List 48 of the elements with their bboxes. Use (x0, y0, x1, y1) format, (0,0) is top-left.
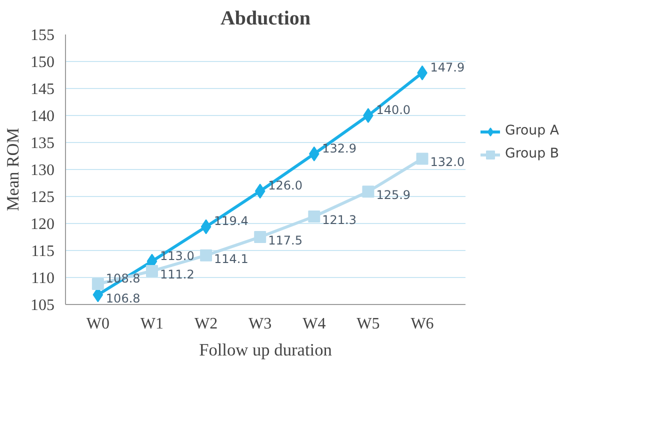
y-tick-label: 145 (30, 81, 54, 98)
y-axis-title: Mean ROM (4, 128, 22, 212)
point (200, 219, 212, 234)
data-label: 114.1 (214, 252, 248, 266)
x-axis-title: Follow up duration (199, 340, 332, 360)
x-tick-label: W5 (356, 316, 380, 332)
data-label: 126.0 (268, 178, 302, 193)
chart-title: Abduction (220, 8, 311, 30)
data-label: 113.0 (160, 248, 194, 263)
data-label: 147.9 (430, 60, 465, 74)
y-tick-label: 110 (31, 270, 54, 287)
data-label: 132.0 (430, 155, 465, 170)
data-label: 132.9 (322, 141, 357, 156)
point (92, 278, 104, 290)
data-label: 140.0 (376, 103, 411, 117)
data-label: 108.8 (106, 271, 140, 286)
x-tick-label: W2 (194, 316, 218, 332)
data-label: 121.3 (322, 212, 357, 227)
y-tick-label: 120 (30, 216, 54, 233)
y-tick-label: 125 (30, 189, 54, 206)
y-tick-label: 115 (31, 243, 54, 260)
point (308, 146, 320, 162)
point (308, 210, 320, 222)
data-label: 117.5 (268, 234, 302, 248)
y-tick-label: 130 (30, 162, 54, 179)
y-tick-label: 105 (30, 297, 54, 314)
data-label: 125.9 (376, 188, 411, 202)
legend-label: Group A (505, 124, 559, 138)
y-tick-label: 155 (30, 27, 54, 44)
x-tick-label: W1 (140, 316, 164, 332)
x-tick-label: W0 (86, 316, 110, 332)
data-label: 106.8 (106, 291, 140, 306)
y-tick-label: 135 (30, 135, 54, 152)
point (416, 152, 428, 165)
data-label: 111.2 (160, 268, 194, 282)
legend-label: Group B (505, 146, 559, 162)
point (200, 249, 212, 262)
point (146, 265, 158, 278)
data-label: 119.4 (214, 214, 248, 228)
x-tick-label: W3 (248, 316, 272, 332)
point (362, 186, 374, 198)
x-tick-label: W4 (302, 316, 326, 332)
y-tick-label: 150 (30, 54, 54, 71)
point (254, 184, 266, 199)
point (254, 231, 266, 243)
y-tick-label: 140 (30, 108, 54, 125)
point (363, 108, 374, 123)
x-tick-label: W6 (410, 316, 434, 332)
